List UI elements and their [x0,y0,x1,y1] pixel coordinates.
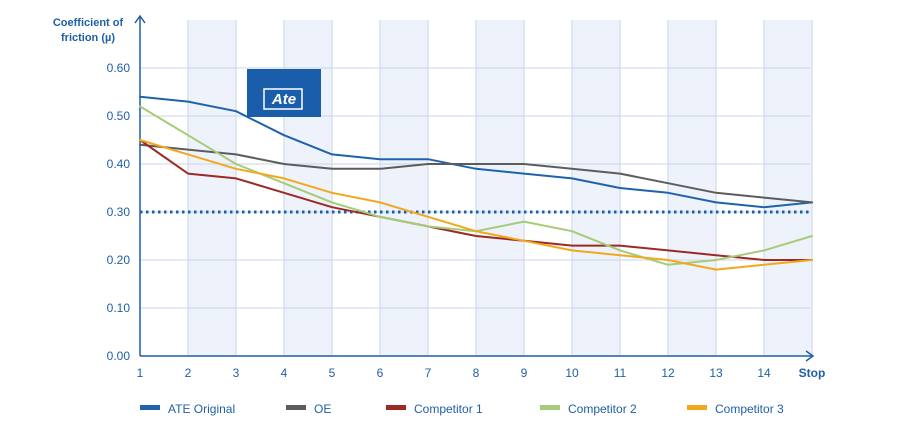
x-tick-label: 7 [425,366,432,380]
y-tick-label: 0.50 [107,109,131,123]
y-axis-title-line2: friction (µ) [61,32,115,44]
tick-labels: 0.000.100.200.300.400.500.601 2 3 4 5 6 7 8 9 10 1… [107,61,826,380]
legend-item: Competitor 3 [687,402,784,416]
x-tick-label: 10 [565,366,579,380]
column-band [380,20,428,356]
x-tick-label: 2 [185,366,192,380]
ate-logo: Ate [247,69,321,117]
x-tick-label: 1 [137,366,144,380]
x-tick-label: 8 [473,366,480,380]
series-line-oe [139,143,813,204]
legend-swatch [286,405,306,410]
legend-item: Competitor 1 [386,402,483,416]
column-band [476,20,524,356]
ate-logo-text: Ate [271,91,296,108]
axes [134,14,815,362]
x-tick-label: 5 [329,366,336,380]
legend-label: OE [314,402,331,416]
legend-item: Competitor 2 [540,402,637,416]
x-tick-label: 9 [521,366,528,380]
legend-label: Competitor 1 [414,402,483,416]
legend-swatch [687,405,707,410]
x-tick-label: 14 [757,366,771,380]
legend-swatch [386,405,406,410]
y-tick-label: 0.30 [107,205,131,219]
series-lines [139,95,813,271]
y-tick-label: 0.20 [107,253,131,267]
legend-label: ATE Original [168,402,235,416]
legend-swatch [540,405,560,410]
legend-swatch [140,405,160,410]
column-band [188,20,236,356]
column-band [572,20,620,356]
y-axis-title-line1: Coefficient of [53,17,124,29]
legend: ATE Original OE Competitor 1 Competitor 2 Co… [140,402,784,416]
x-axis-label: Stop [799,366,826,380]
x-axis-arrow [805,350,815,362]
y-tick-label: 0.10 [107,301,131,315]
x-tick-label: 6 [377,366,384,380]
series-line-competitor-1 [139,139,813,261]
x-tick-label: 12 [661,366,675,380]
ate-logo-frame [263,88,303,110]
series-line-competitor-3 [139,139,813,271]
x-tick-label: 3 [233,366,240,380]
y-axis-arrow [134,14,146,24]
y-tick-label: 0.40 [107,157,131,171]
legend-label: Competitor 2 [568,402,637,416]
column-band [764,20,812,356]
y-tick-label: 0.60 [107,61,131,75]
series-line-ate-original [139,95,813,209]
legend-label: Competitor 3 [715,402,784,416]
x-tick-label: 4 [281,366,288,380]
x-tick-label: 13 [709,366,723,380]
legend-item: ATE Original [140,402,235,416]
x-tick-label: 11 [614,366,627,380]
y-tick-label: 0.00 [107,349,131,363]
legend-item: OE [286,402,331,416]
